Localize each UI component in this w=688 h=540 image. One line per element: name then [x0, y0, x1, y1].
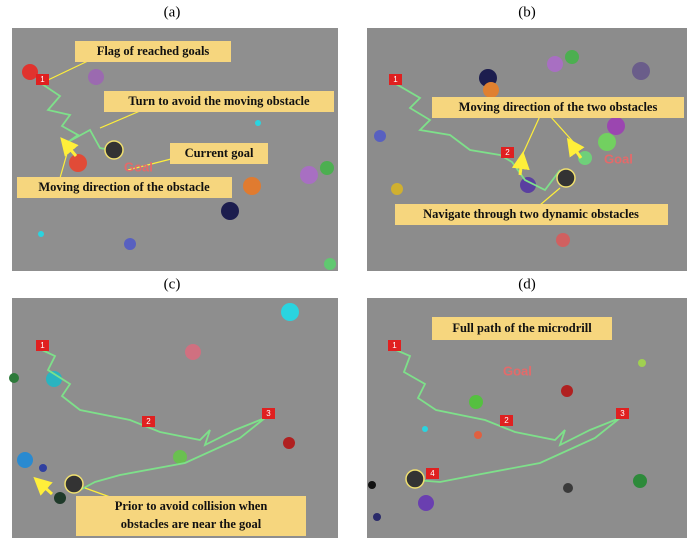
- goal-label: Goal: [604, 151, 633, 166]
- figure: (a) (b) (c) (d) Flag of reached goals Tu…: [0, 0, 688, 540]
- annotation: Navigate through two dynamic obstacles: [423, 207, 639, 221]
- annotation: Moving direction of the two obstacles: [459, 100, 658, 114]
- annotation: Flag of reached goals: [97, 44, 210, 58]
- microdrill: [105, 141, 123, 159]
- annotation: Turn to avoid the moving obstacle: [128, 94, 310, 108]
- flag-number: 1: [393, 75, 398, 84]
- flag-number: 2: [504, 416, 509, 425]
- microdrill: [65, 475, 83, 493]
- panel-label: (a): [164, 4, 181, 20]
- flag-number: 1: [40, 341, 45, 350]
- panel-label: (d): [518, 276, 536, 292]
- direction-arrow: [520, 160, 522, 175]
- flag-number: 4: [430, 469, 435, 478]
- annotation: Moving direction of the obstacle: [38, 180, 210, 194]
- microdrill: [557, 169, 575, 187]
- flag-number: 3: [266, 409, 271, 418]
- annotation: Current goal: [185, 146, 254, 160]
- flag-number: 1: [392, 341, 397, 350]
- goal-label: Goal: [124, 159, 153, 174]
- microdrill: [406, 470, 424, 488]
- goal-label: Goal: [503, 363, 532, 378]
- flag-number: 2: [505, 148, 510, 157]
- flag-number: 2: [146, 417, 151, 426]
- flag-number: 1: [40, 75, 45, 84]
- annotation: Full path of the microdrill: [452, 321, 592, 335]
- annotation: Prior to avoid collision when: [115, 499, 268, 513]
- panel-label: (b): [518, 4, 536, 20]
- annotation: obstacles are near the goal: [121, 517, 262, 531]
- flag-number: 3: [620, 409, 625, 418]
- panel-label: (c): [164, 276, 181, 292]
